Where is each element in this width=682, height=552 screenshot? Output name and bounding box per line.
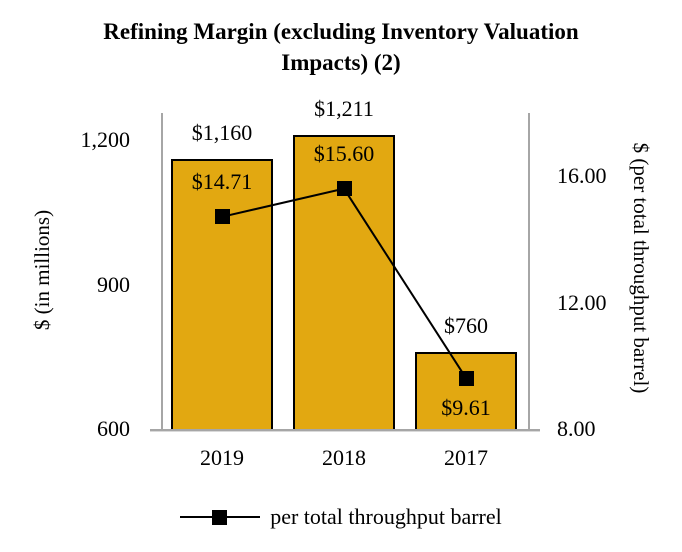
right-axis-tick-label: 12.00 bbox=[557, 289, 607, 315]
line-marker-2017 bbox=[458, 370, 474, 386]
right-axis-title: $ (per total throughput barrel) bbox=[629, 142, 653, 394]
bar-value-label: $1,160 bbox=[191, 120, 253, 146]
bar-value-label: $1,211 bbox=[314, 95, 374, 121]
left-axis-line bbox=[161, 113, 163, 430]
chart-title-line-1: Refining Margin (excluding Inventory Val… bbox=[103, 19, 579, 44]
line-value-label: $9.61 bbox=[441, 395, 491, 421]
right-axis-tick-label: 8.00 bbox=[557, 416, 596, 441]
line-marker-2019 bbox=[214, 209, 230, 225]
legend-line-sample bbox=[180, 509, 261, 525]
line-value-label: $15.60 bbox=[313, 140, 375, 166]
right-axis-line bbox=[528, 113, 530, 430]
left-axis-tick-label: 900 bbox=[97, 271, 130, 297]
chart-title-line-2: Impacts) (2) bbox=[281, 50, 401, 75]
left-axis-title: $ (in millions) bbox=[30, 209, 54, 331]
x-axis-category-label: 2017 bbox=[444, 445, 488, 470]
x-axis-category-label: 2019 bbox=[200, 445, 244, 470]
legend-label: per total throughput barrel bbox=[270, 504, 502, 529]
left-axis-tick-label: 600 bbox=[97, 416, 130, 441]
line-value-label: $14.71 bbox=[191, 168, 253, 194]
legend-square-marker-icon bbox=[212, 509, 228, 525]
chart-title: Refining Margin (excluding Inventory Val… bbox=[61, 16, 621, 78]
line-marker-2018 bbox=[336, 181, 352, 197]
right-axis-tick-label: 16.00 bbox=[557, 163, 607, 188]
bar-2019 bbox=[171, 159, 273, 429]
bar-value-label: $760 bbox=[444, 312, 488, 338]
x-axis-baseline bbox=[150, 429, 540, 432]
left-axis-tick-label: 1,200 bbox=[80, 127, 131, 152]
x-axis-category-label: 2018 bbox=[322, 445, 366, 470]
legend: per total throughput barrel bbox=[0, 504, 682, 530]
bar-2018 bbox=[293, 134, 395, 429]
